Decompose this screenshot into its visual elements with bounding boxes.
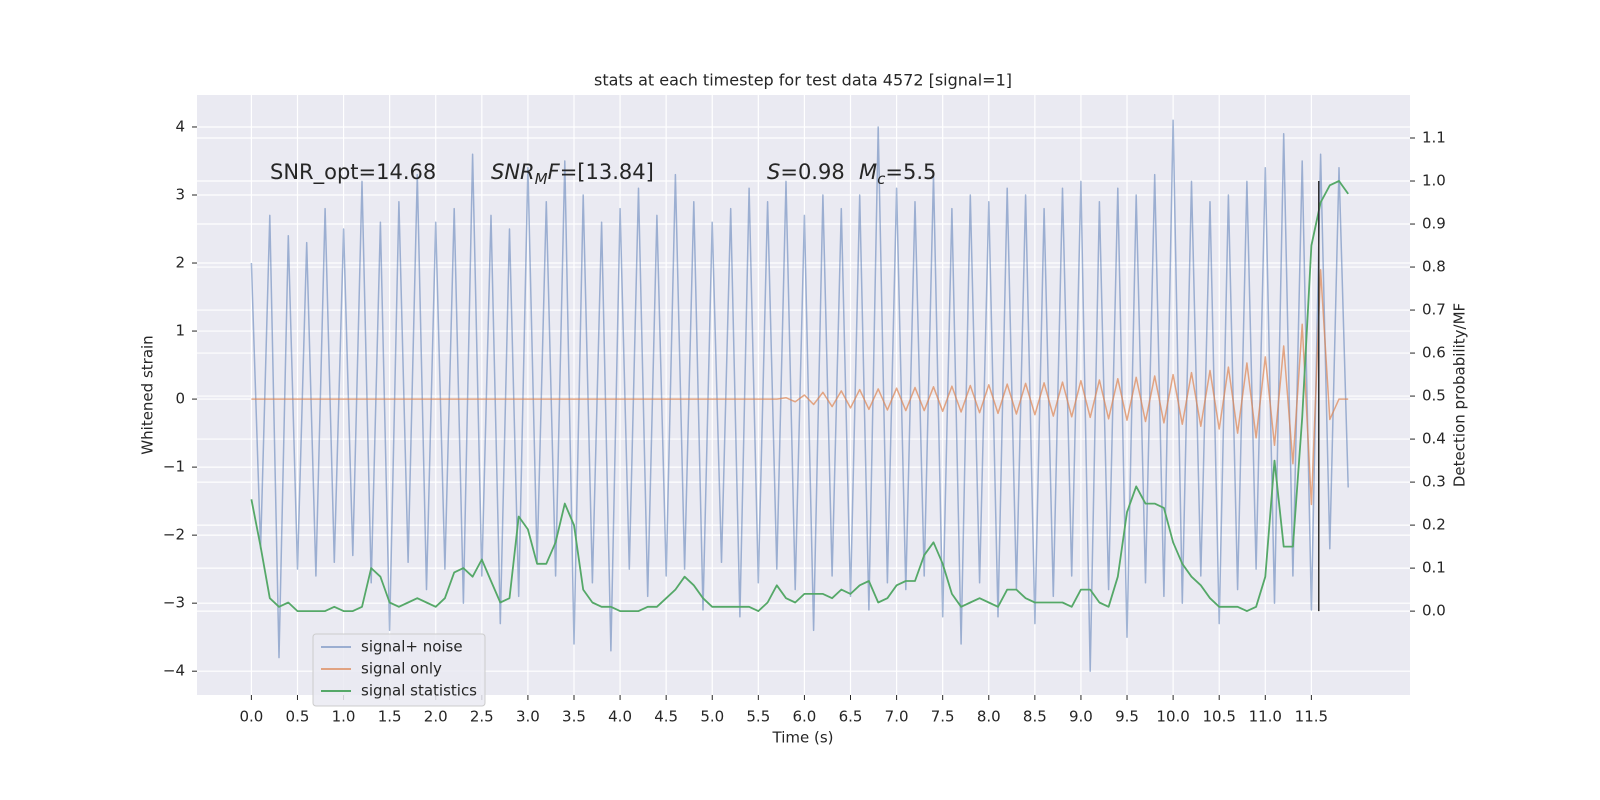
x-tick-label: 4.5 <box>654 708 678 726</box>
x-tick-label: 1.0 <box>332 708 356 726</box>
x-tick-label: 6.5 <box>839 708 863 726</box>
y2-tick-label: 0.3 <box>1422 473 1446 491</box>
annotation-part: c <box>877 170 886 188</box>
annotation-part: M <box>535 170 548 188</box>
y-tick-label: 0 <box>175 390 185 408</box>
x-tick-label: 9.0 <box>1069 708 1093 726</box>
y2-tick-label: 1.0 <box>1422 172 1446 190</box>
y-tick-label: 2 <box>175 254 185 272</box>
x-tick-label: 2.0 <box>424 708 448 726</box>
legend: signal+ noise signal only signal statistic… <box>312 633 486 707</box>
annotation-part: =[13.84] <box>560 160 654 184</box>
x-tick-label: 7.0 <box>885 708 909 726</box>
x-tick-label: 10.0 <box>1156 708 1189 726</box>
y2-tick-label: 0.6 <box>1422 344 1446 362</box>
annotation-part: =0.98 <box>780 160 844 184</box>
x-tick-label: 3.0 <box>516 708 540 726</box>
legend-label: signal+ noise <box>361 638 463 656</box>
x-tick-label: 7.5 <box>931 708 955 726</box>
y-tick-label: −3 <box>163 594 185 612</box>
y2-tick-label: 0.9 <box>1422 215 1446 233</box>
annotation: SNRMF=[13.84] <box>491 160 654 188</box>
y-tick-label: −4 <box>163 662 185 680</box>
y-tick-label: −1 <box>163 458 185 476</box>
x-tick-label: 0.0 <box>239 708 263 726</box>
x-tick-label: 0.5 <box>286 708 310 726</box>
y-tick-label: 1 <box>175 322 185 340</box>
y-tick-label: 3 <box>175 186 185 204</box>
x-tick-label: 5.5 <box>746 708 770 726</box>
x-tick-label: 11.0 <box>1249 708 1282 726</box>
y-tick-label: −2 <box>163 526 185 544</box>
annotation-part: F <box>548 160 561 184</box>
annotation-part: M <box>859 160 877 184</box>
annotation: SNR_opt=14.68 <box>270 160 436 185</box>
annotation-part: =5.5 <box>885 160 936 184</box>
x-tick-label: 6.0 <box>792 708 816 726</box>
x-tick-label: 2.5 <box>470 708 494 726</box>
x-tick-label: 8.5 <box>1023 708 1047 726</box>
annotation-part: SNR_opt=14.68 <box>270 160 436 185</box>
legend-label: signal only <box>361 660 442 678</box>
x-tick-label: 8.0 <box>977 708 1001 726</box>
annotation: S=0.98 <box>767 160 845 184</box>
y2-tick-label: 1.1 <box>1422 129 1446 147</box>
x-tick-label: 11.5 <box>1295 708 1328 726</box>
annotation-part: S <box>767 160 780 184</box>
x-tick-label: 10.5 <box>1202 708 1235 726</box>
annotation-part: SNR <box>491 160 535 184</box>
x-tick-label: 1.5 <box>378 708 402 726</box>
y-axis-label: Whitened strain <box>139 335 157 454</box>
y2-axis-label: Detection probability/MF <box>1451 303 1469 487</box>
y2-tick-label: 0.7 <box>1422 301 1446 319</box>
x-tick-label: 5.0 <box>700 708 724 726</box>
series-line <box>251 269 1349 506</box>
legend-box <box>312 633 486 707</box>
y2-tick-label: 0.8 <box>1422 258 1446 276</box>
x-tick-label: 9.5 <box>1115 708 1139 726</box>
x-axis-label: Time (s) <box>772 729 834 747</box>
x-tick-label: 3.5 <box>562 708 586 726</box>
y2-tick-label: 0.2 <box>1422 516 1446 534</box>
y-tick-label: 4 <box>175 117 185 135</box>
y2-tick-label: 0.1 <box>1422 559 1446 577</box>
y2-tick-label: 0.4 <box>1422 430 1446 448</box>
legend-label: signal statistics <box>361 682 477 700</box>
x-tick-label: 4.0 <box>608 708 632 726</box>
series-line <box>250 180 1349 612</box>
annotation: Mc=5.5 <box>859 160 936 188</box>
y2-tick-label: 0.5 <box>1422 387 1446 405</box>
y2-tick-label: 0.0 <box>1422 602 1446 620</box>
chart-title: stats at each timestep for test data 457… <box>594 71 1012 90</box>
